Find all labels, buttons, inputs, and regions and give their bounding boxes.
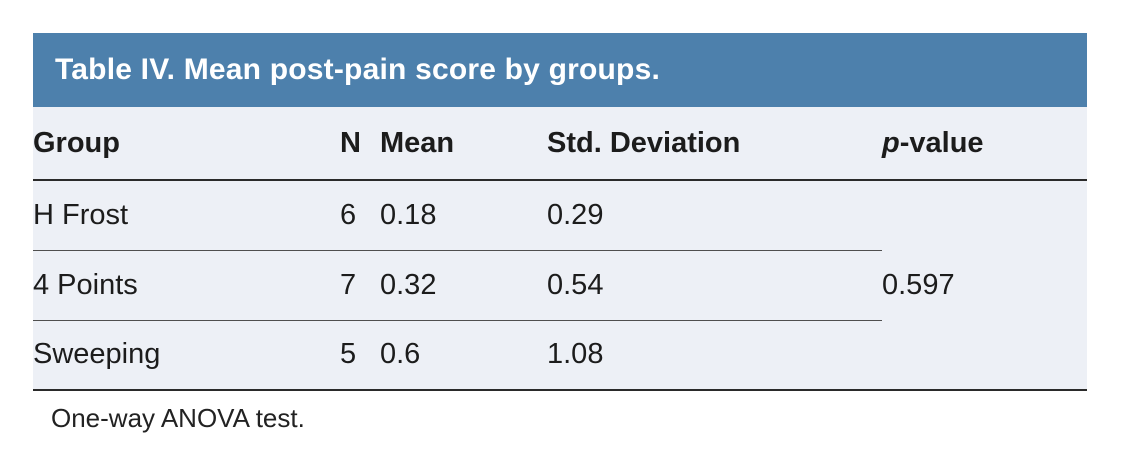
table-footnote: One-way ANOVA test. [51,403,305,433]
table-row: Sweeping 5 0.6 1.08 [33,320,1087,390]
n-cell: 6 [340,180,380,251]
table-row: 4 Points 7 0.32 0.54 [33,250,1087,321]
data-table: Group N Mean Std. Deviation p-value H Fr… [33,107,1087,391]
mean-cell: 0.6 [380,338,421,371]
std-deviation-cell: 0.54 [547,250,882,321]
group-cell: 4 Points [33,250,340,321]
p-value-header-suffix: -value [899,126,984,159]
p-value-header-italic-p: p [882,126,900,159]
mean-cell: 0.18 [380,180,547,251]
p-value-cell: 0.597 [882,268,955,301]
column-header-n: N [340,107,380,181]
table-card: Table IV. Mean post-pain score by groups… [33,33,1087,391]
n-cell: 5 [340,338,357,371]
column-header-mean: Mean [380,107,547,181]
column-header-std-deviation: Std. Deviation [547,107,882,181]
group-cell: Sweeping [33,338,161,371]
std-deviation-cell: 0.29 [547,180,882,251]
table-title: Table IV. Mean post-pain score by groups… [55,53,660,86]
column-header-p-value: p-value [882,107,1087,181]
mean-cell: 0.32 [380,250,547,321]
std-deviation-cell: 1.08 [547,338,604,371]
n-cell: 7 [340,250,380,321]
column-header-group: Group [33,107,340,181]
header-row: Group N Mean Std. Deviation p-value [33,107,1087,181]
table-row: H Frost 6 0.18 0.29 0.597 [33,180,1087,301]
table-title-bar: Table IV. Mean post-pain score by groups… [33,33,1087,107]
group-cell: H Frost [33,180,340,251]
